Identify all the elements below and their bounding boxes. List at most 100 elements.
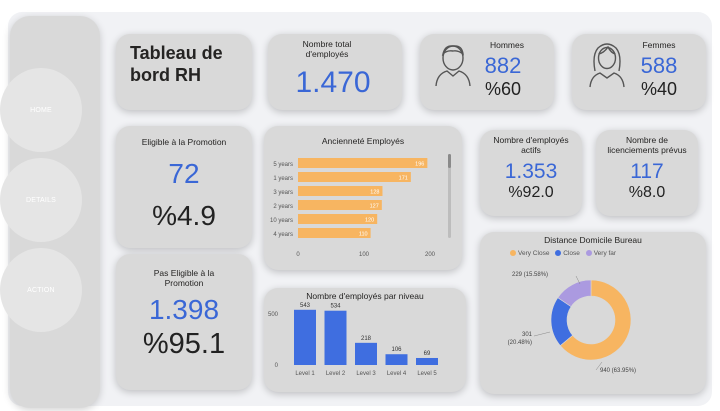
level-category-label: Level 4 <box>387 371 407 377</box>
seniority-bar-value: 128 <box>370 190 379 196</box>
seniority-x-tick: 200 <box>425 252 436 258</box>
seniority-x-tick: 100 <box>359 252 370 258</box>
total-employees-value: 1.470 <box>295 66 371 99</box>
level-bar <box>416 357 438 365</box>
level-y-tick: 500 <box>268 312 279 318</box>
sidebar: HOME DETAILS ACTION <box>0 16 100 408</box>
seniority-chart-card: Ancienneté Employés 5 years 196 1 years 171… <box>264 126 462 270</box>
not-eligible-promotion-label: Pas Eligible à la Promotion <box>116 268 252 288</box>
distance-donut-chart: 940 (63.95%) 301 (20.48%) 229 (15.58%) <box>508 272 636 374</box>
men-value: 882 <box>484 53 522 78</box>
layoffs-value: 117 <box>630 160 664 183</box>
seniority-scrollbar-thumb <box>448 154 451 168</box>
distance-legend: Very Close Close Very far <box>510 250 620 257</box>
seniority-bar <box>298 158 428 168</box>
eligible-promotion-value: 72 <box>168 158 200 189</box>
seniority-bar-value: 171 <box>399 176 408 182</box>
seniority-chart-title: Ancienneté Employés <box>321 136 405 146</box>
layoffs-label-line2: licenciements prévus <box>607 145 687 155</box>
not-eligible-promotion-card: Pas Eligible à la Promotion 1.398 %95.1 <box>116 254 252 390</box>
level-bar-value: 543 <box>300 303 311 309</box>
seniority-bar-value: 110 <box>359 232 368 238</box>
layoffs-card: Nombre de licenciements prévus 117 %8.0 <box>596 130 698 216</box>
level-bar <box>324 310 347 365</box>
donut-segment-very-close <box>559 279 632 361</box>
seniority-category-label: 1 years <box>273 176 293 182</box>
legend-label-very-far: Very far <box>593 250 617 257</box>
donut-leader-very-far <box>575 275 581 285</box>
level-bar-value: 534 <box>330 304 341 310</box>
seniority-category-label: 10 years <box>270 218 293 224</box>
legend-dot-very-far <box>585 250 592 257</box>
level-y-tick: 0 <box>275 363 279 369</box>
seniority-bar <box>298 214 378 224</box>
active-employees-value: 1.353 <box>504 160 558 183</box>
legend-item-very-far: Very far <box>585 250 617 257</box>
seniority-bar-value: 196 <box>415 162 424 168</box>
seniority-category-label: 3 years <box>273 190 293 196</box>
men-card: Hommes 882 %60 <box>420 34 554 110</box>
man-avatar-icon <box>435 45 471 87</box>
total-employees-label-line1: Nombre total <box>302 39 352 49</box>
donut-segment-very-far <box>557 279 592 308</box>
woman-avatar-icon <box>589 43 625 88</box>
donut-label-very-far: 229 (15.58%) <box>512 272 548 278</box>
seniority-category-label: 5 years <box>273 162 293 168</box>
eligible-promotion-card: Eligible à la Promotion 72 %4.9 <box>116 126 252 248</box>
seniority-bar <box>298 186 383 196</box>
level-chart-card: Nombre d'employés par niveau 0 500 543 Leve… <box>264 288 466 392</box>
level-bar <box>355 342 377 365</box>
seniority-bar-value: 120 <box>365 218 374 224</box>
eligible-promotion-percent: %4.9 <box>152 200 216 231</box>
level-category-label: Level 5 <box>417 371 437 377</box>
not-eligible-label-line1: Pas Eligible à la <box>153 268 215 278</box>
level-category-label: Level 2 <box>326 371 346 377</box>
page-title-line2: bord RH <box>130 65 201 85</box>
legend-item-very-close: Very Close <box>510 250 549 257</box>
donut-label-very-close: 940 (63.95%) <box>600 368 636 374</box>
women-value: 588 <box>640 53 678 78</box>
total-employees-card: Nombre total d'employés 1.470 <box>268 34 402 110</box>
active-label-line2: actifs <box>521 145 541 155</box>
seniority-category-label: 2 years <box>273 204 293 210</box>
women-percent: %40 <box>640 79 678 99</box>
total-employees-label: Nombre total d'employés <box>260 39 394 59</box>
level-bar <box>294 309 316 365</box>
nav-details-label: DETAILS <box>25 196 57 204</box>
donut-leader-close <box>533 331 551 337</box>
level-bar-value: 218 <box>361 336 372 342</box>
legend-item-close: Close <box>555 250 580 257</box>
nav-details-button[interactable]: DETAILS <box>0 158 82 242</box>
nav-home-button[interactable]: HOME <box>0 68 82 152</box>
eligible-promotion-label: Eligible à la Promotion <box>141 137 227 147</box>
legend-dot-close <box>555 250 562 257</box>
page-title: Tableau de bord RH <box>130 42 223 86</box>
level-chart-title: Nombre d'employés par niveau <box>306 291 424 301</box>
active-employees-percent: %92.0 <box>508 184 554 201</box>
legend-dot-very-close <box>510 250 516 257</box>
donut-leader-very-close <box>595 361 603 371</box>
level-bar-value: 69 <box>424 351 431 357</box>
men-label: Hommes <box>489 40 524 50</box>
men-percent: %60 <box>484 79 522 99</box>
layoffs-percent: %8.0 <box>628 184 666 201</box>
seniority-bar-value: 127 <box>370 204 379 210</box>
legend-label-very-close: Very Close <box>518 250 550 257</box>
nav-action-button[interactable]: ACTION <box>0 248 82 332</box>
seniority-bar-chart: 5 years 196 1 years 171 3 years 128 2 years 127… <box>270 154 451 258</box>
seniority-bar <box>298 172 411 182</box>
donut-label-close-value: 301 <box>522 332 533 338</box>
not-eligible-promotion-percent: %95.1 <box>142 328 226 360</box>
title-card: Tableau de bord RH <box>116 34 252 110</box>
total-employees-label-line2: d'employés <box>305 49 349 59</box>
level-bar-chart: 0 500 543 Level 1 534 Level 2 218 Level 3 106 Lev… <box>268 303 438 377</box>
seniority-bar <box>298 200 382 210</box>
not-eligible-label-line2: Promotion <box>164 278 204 288</box>
women-label: Femmes <box>642 40 676 50</box>
layoffs-label: Nombre de licenciements prévus <box>596 135 698 155</box>
seniority-x-tick: 0 <box>296 252 300 258</box>
level-category-label: Level 3 <box>356 371 376 377</box>
seniority-scrollbar <box>448 154 451 238</box>
donut-label-close-percent: (20.48%) <box>508 340 532 346</box>
layoffs-label-line1: Nombre de <box>625 135 669 145</box>
